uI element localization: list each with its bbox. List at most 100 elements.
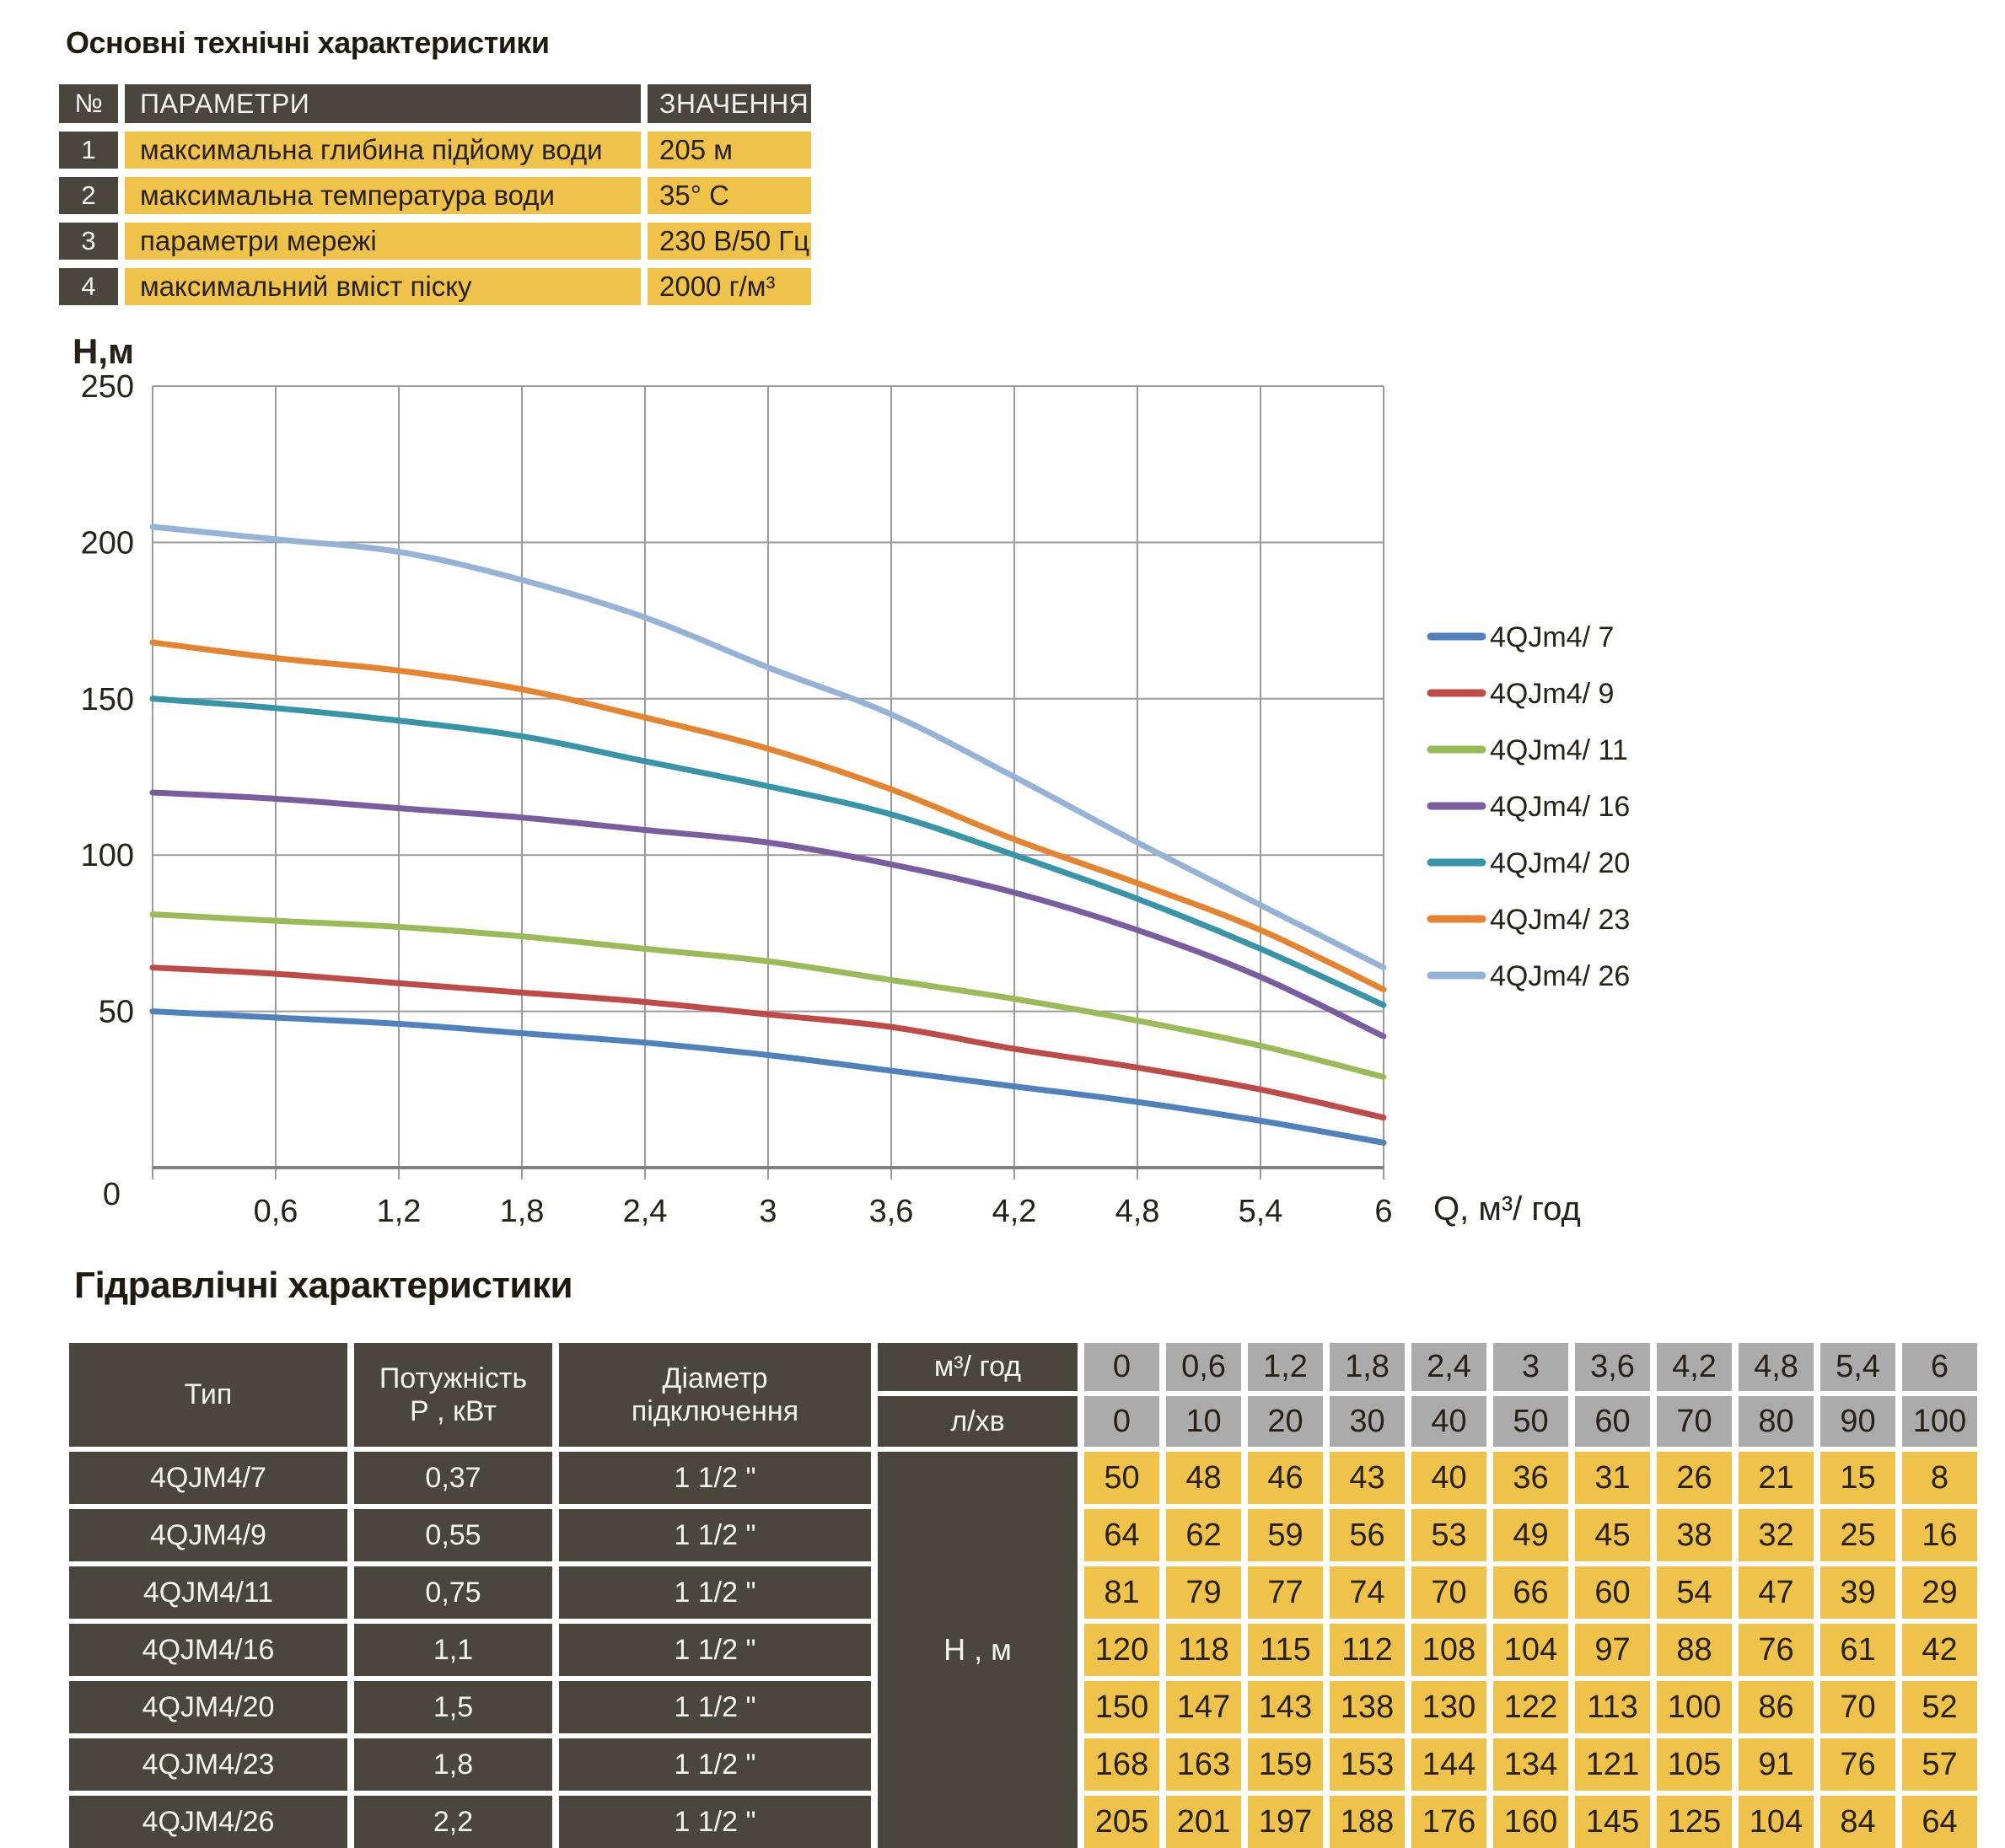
head-value-cell: 88 <box>1657 1624 1732 1676</box>
flow-m3-value-cell: 0 <box>1084 1343 1159 1391</box>
head-value-cell: 163 <box>1166 1738 1241 1791</box>
spec-param-cell: параметри мережі <box>125 223 641 260</box>
spec-header-param: ПАРАМЕТРИ <box>125 84 641 123</box>
head-value-cell: 61 <box>1820 1624 1895 1676</box>
head-value-cell: 91 <box>1739 1738 1814 1791</box>
head-value-cell: 81 <box>1084 1566 1159 1619</box>
spec-row-number: 3 <box>59 223 118 260</box>
x-tick-label: 4,2 <box>992 1194 1037 1229</box>
flow-lmin-value-cell: 10 <box>1166 1396 1241 1447</box>
head-value-cell: 50 <box>1084 1452 1159 1504</box>
head-value-cell: 46 <box>1248 1452 1323 1504</box>
head-value-cell: 144 <box>1411 1738 1486 1791</box>
curve-4QJm4-7 <box>149 1008 1387 1146</box>
legend-label: 4QJm4/ 23 <box>1490 904 1630 936</box>
pump-power-cell: 0,55 <box>354 1509 552 1561</box>
pump-diameter-cell: 1 1/2 " <box>559 1452 871 1504</box>
y-tick-label: 200 <box>81 525 134 561</box>
pump-type-cell: 4QJM4/9 <box>69 1509 347 1561</box>
head-value-cell: 121 <box>1575 1738 1650 1791</box>
head-value-cell: 29 <box>1902 1566 1977 1619</box>
head-value-cell: 201 <box>1166 1796 1241 1848</box>
head-value-cell: 197 <box>1248 1796 1323 1848</box>
head-value-cell: 54 <box>1657 1566 1732 1619</box>
y-axis-title: Н,м <box>73 331 134 371</box>
head-value-cell: 86 <box>1739 1681 1814 1733</box>
x-tick-label: 2,4 <box>623 1194 668 1229</box>
pump-type-cell: 4QJM4/26 <box>69 1796 347 1848</box>
pump-diameter-cell: 1 1/2 " <box>559 1509 871 1561</box>
flow-lmin-value-cell: 100 <box>1902 1396 1977 1447</box>
curve-4QJm4-9 <box>149 964 1387 1121</box>
pump-diameter-cell: 1 1/2 " <box>559 1566 871 1619</box>
head-value-cell: 120 <box>1084 1624 1159 1676</box>
power-header-cell: Потужність Р , кВт <box>354 1343 552 1447</box>
legend-label: 4QJm4/ 7 <box>1490 621 1614 653</box>
pump-type-cell: 4QJM4/16 <box>69 1624 347 1676</box>
flow-lmin-value-cell: 90 <box>1820 1396 1895 1447</box>
head-value-cell: 16 <box>1902 1509 1977 1561</box>
flow-m3-value-cell: 3 <box>1493 1343 1568 1391</box>
curve-4QJm4-11 <box>149 911 1387 1080</box>
spec-param-cell: максимальний вміст піску <box>125 268 641 305</box>
spec-row-number: 2 <box>59 177 118 214</box>
head-value-cell: 31 <box>1575 1452 1650 1504</box>
x-tick-label: 1,2 <box>377 1194 422 1229</box>
type-header-cell: Тип <box>69 1343 347 1447</box>
flow-m3-value-cell: 6 <box>1902 1343 1977 1391</box>
head-value-cell: 104 <box>1493 1624 1568 1676</box>
pump-curves-chart: 50 100 150 200 250 0 0,6 1,2 1,8 2,4 3 3,6 4,2 4,8 5,4… <box>73 331 1630 1229</box>
head-value-cell: 39 <box>1820 1566 1895 1619</box>
flow-m3-value-cell: 1,2 <box>1248 1343 1323 1391</box>
head-value-cell: 38 <box>1657 1509 1732 1561</box>
x-tick-label: 3 <box>759 1194 777 1229</box>
head-value-cell: 143 <box>1248 1681 1323 1733</box>
pump-diameter-cell: 1 1/2 " <box>559 1681 871 1733</box>
flow-m3-value-cell: 4,8 <box>1739 1343 1814 1391</box>
hydraulics-table: Тип Потужність Р , кВт Діаметр підключення м³… <box>69 1343 1977 1848</box>
flow-lmin-value-cell: 30 <box>1330 1396 1405 1447</box>
head-value-cell: 52 <box>1902 1681 1977 1733</box>
x-tick-label: 3,6 <box>869 1194 914 1229</box>
flow-lmin-value-cell: 70 <box>1657 1396 1732 1447</box>
head-value-cell: 153 <box>1330 1738 1405 1791</box>
spec-value-cell: 230 В/50 Гц <box>648 223 811 260</box>
y-tick-label-zero: 0 <box>103 1177 121 1212</box>
pump-power-cell: 1,5 <box>354 1681 552 1733</box>
flow-m3-unit-cell: м³/ год <box>878 1343 1078 1391</box>
pump-diameter-cell: 1 1/2 " <box>559 1796 871 1848</box>
head-value-cell: 130 <box>1411 1681 1486 1733</box>
head-value-cell: 74 <box>1330 1566 1405 1619</box>
flow-lmin-value-cell: 20 <box>1248 1396 1323 1447</box>
head-value-cell: 40 <box>1411 1452 1486 1504</box>
head-value-cell: 36 <box>1493 1452 1568 1504</box>
head-value-cell: 104 <box>1739 1796 1814 1848</box>
pump-type-cell: 4QJM4/11 <box>69 1566 347 1619</box>
head-value-cell: 168 <box>1084 1738 1159 1791</box>
head-value-cell: 113 <box>1575 1681 1650 1733</box>
head-value-cell: 145 <box>1575 1796 1650 1848</box>
y-tick-label: 50 <box>99 995 134 1030</box>
diameter-header-cell: Діаметр підключення <box>559 1343 871 1447</box>
head-value-cell: 15 <box>1820 1452 1895 1504</box>
head-value-cell: 105 <box>1657 1738 1732 1791</box>
x-tick-label: 6 <box>1374 1194 1392 1229</box>
head-value-cell: 45 <box>1575 1509 1650 1561</box>
head-unit-cell: Н , м <box>878 1452 1078 1848</box>
flow-m3-value-cell: 3,6 <box>1575 1343 1650 1391</box>
spec-row-number: 4 <box>59 268 118 305</box>
spec-param-cell: максимальна температура води <box>125 177 641 214</box>
pump-diameter-cell: 1 1/2 " <box>559 1738 871 1791</box>
head-value-cell: 97 <box>1575 1624 1650 1676</box>
pump-power-cell: 2,2 <box>354 1796 552 1848</box>
head-value-cell: 8 <box>1902 1452 1977 1504</box>
head-value-cell: 53 <box>1411 1509 1486 1561</box>
head-value-cell: 64 <box>1084 1509 1159 1561</box>
head-value-cell: 176 <box>1411 1796 1486 1848</box>
pump-type-cell: 4QJM4/23 <box>69 1738 347 1791</box>
head-value-cell: 25 <box>1820 1509 1895 1561</box>
head-value-cell: 134 <box>1493 1738 1568 1791</box>
flow-m3-value-cell: 0,6 <box>1166 1343 1241 1391</box>
x-tick-label: 4,8 <box>1115 1194 1160 1229</box>
head-value-cell: 77 <box>1248 1566 1323 1619</box>
